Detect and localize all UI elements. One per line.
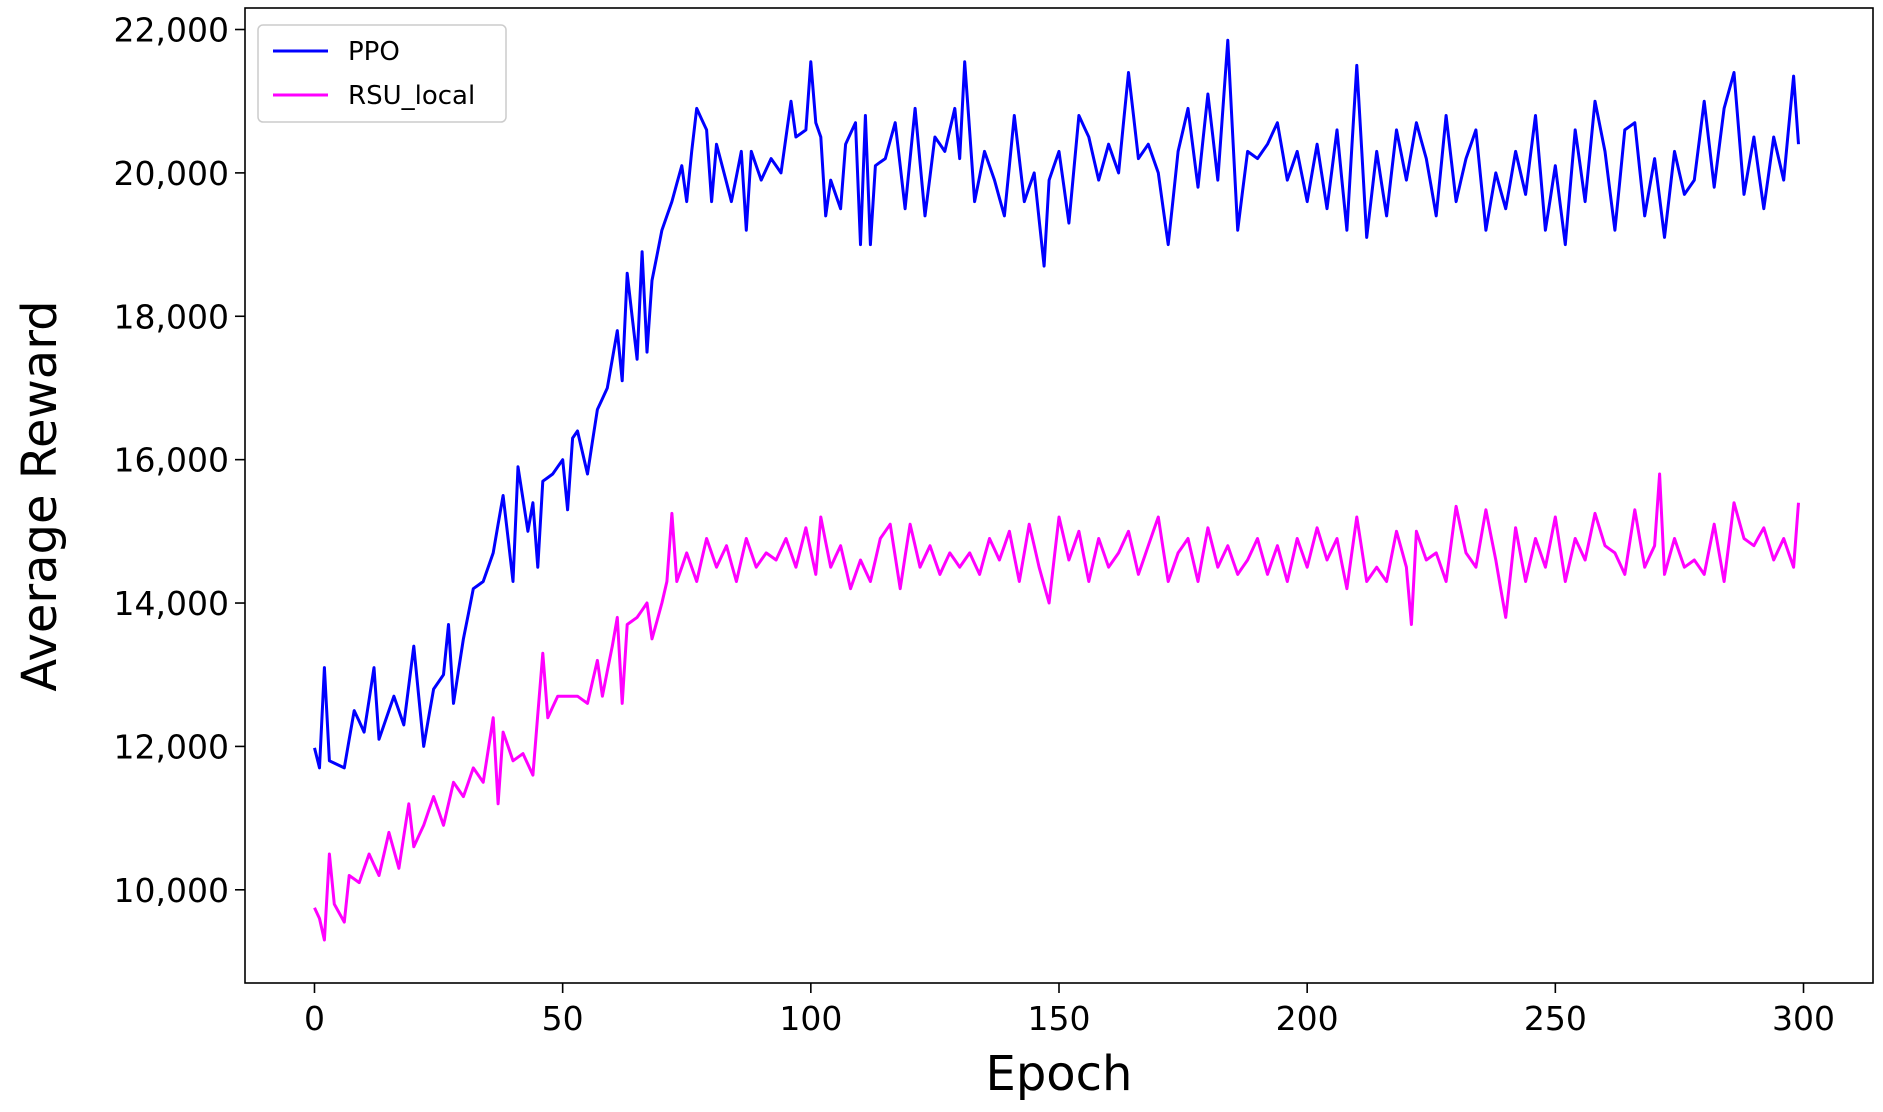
x-tick-label-200: 200 [1276,999,1339,1038]
y-axis-title: Average Reward [12,300,68,691]
y-axis-ticks: 10,000 12,000 14,000 16,000 18,000 20,000 22,0… [114,11,245,910]
plot-series [313,38,1800,942]
y-tick-label-20000: 20,000 [114,154,229,193]
x-axis-title: Epoch [986,1046,1133,1102]
y-tick-label-10000: 10,000 [114,871,229,910]
series-line-ppo [313,38,1800,770]
series-line-rsu-local [313,472,1800,942]
legend: PPO RSU_local [257,24,507,123]
y-tick-label-18000: 18,000 [114,297,229,336]
legend-label-ppo: PPO [348,37,400,67]
x-tick-label-250: 250 [1524,999,1587,1038]
x-tick-label-150: 150 [1028,999,1091,1038]
x-axis-ticks: 0 50 100 150 200 250 300 [304,983,1835,1038]
y-tick-label-12000: 12,000 [114,727,229,766]
legend-label-rsu-local: RSU_local [348,81,475,111]
x-tick-label-300: 300 [1772,999,1835,1038]
x-tick-label-0: 0 [304,999,325,1038]
x-tick-label-50: 50 [542,999,584,1038]
y-tick-label-14000: 14,000 [114,584,229,623]
x-tick-label-100: 100 [779,999,842,1038]
y-tick-label-22000: 22,000 [114,11,229,50]
legend-box [257,24,507,123]
y-tick-label-16000: 16,000 [114,441,229,480]
